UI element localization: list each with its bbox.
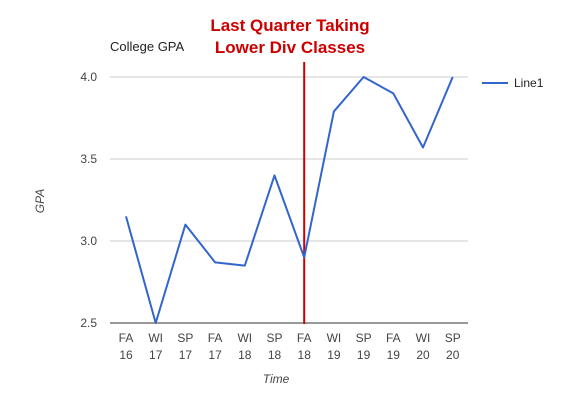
x-tick-label: SP [356,331,372,345]
x-tick-label: SP [266,331,282,345]
data-point [303,256,305,258]
data-point [452,76,454,78]
x-tick-label: 19 [357,348,371,362]
data-point [214,261,216,263]
x-tick-label: 20 [416,348,430,362]
x-tick-label: 18 [238,348,252,362]
x-tick-label: 18 [298,348,312,362]
x-tick-label: FA [386,331,401,345]
chart-title: College GPA [110,39,185,54]
x-tick-label: 17 [149,348,163,362]
x-tick-label: 17 [208,348,222,362]
y-tick-label: 3.0 [80,234,97,248]
annotation-label-line-2: Lower Div Classes [214,38,366,57]
y-axis-title: GPA [33,188,47,214]
data-point [155,322,157,324]
x-tick-label: FA [119,331,134,345]
data-point [125,215,127,217]
x-tick-label: 17 [179,348,193,362]
x-tick-label: SP [445,331,461,345]
legend-label: Line1 [514,76,544,90]
y-tick-label: 2.5 [80,316,97,330]
x-tick-label: FA [208,331,223,345]
x-tick-label: 16 [119,348,133,362]
x-tick-label: WI [416,331,431,345]
x-axis-title: Time [262,372,290,386]
data-point [273,174,275,176]
x-tick-label: 18 [268,348,282,362]
x-tick-label: 20 [446,348,460,362]
x-tick-label: WI [148,331,163,345]
x-tick-label: WI [327,331,342,345]
x-tick-label: 19 [387,348,401,362]
annotation-label-line-1: Last Quarter Taking [210,16,370,35]
x-tick-label: WI [237,331,252,345]
data-point [422,146,424,148]
legend[interactable]: Line1 [482,75,543,91]
x-tick-label: FA [297,331,312,345]
x-tick-label: SP [177,331,193,345]
series-line-line1 [125,76,454,324]
legend-swatch [482,82,508,84]
data-point [184,223,186,225]
x-tick-label: 19 [327,348,341,362]
data-point [333,110,335,112]
data-point [362,76,364,78]
data-point [392,92,394,94]
y-tick-label: 3.5 [80,152,97,166]
data-point [244,264,246,266]
y-tick-label: 4.0 [80,70,97,84]
